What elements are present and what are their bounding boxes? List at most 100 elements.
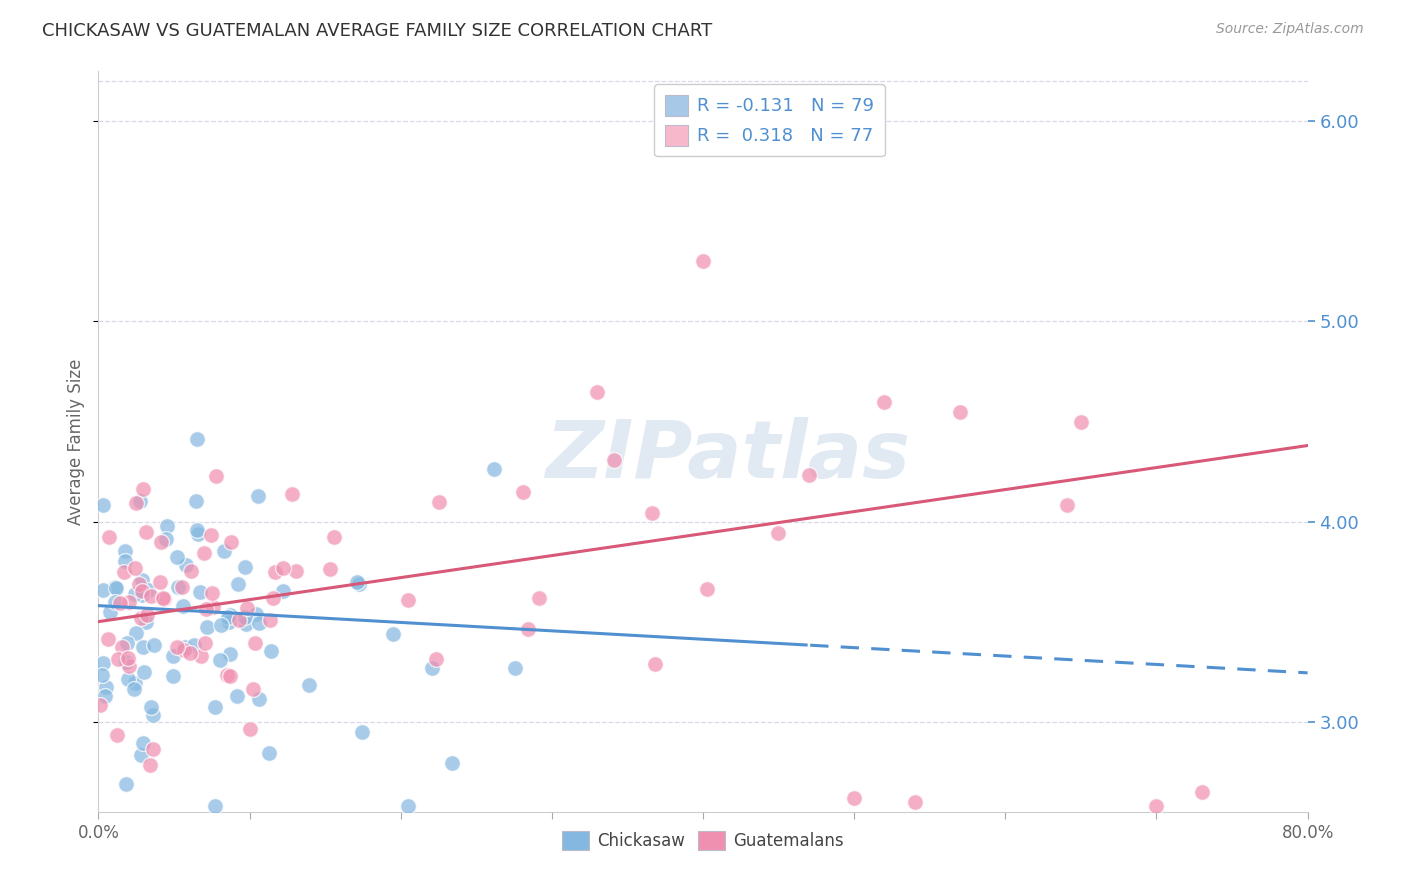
Point: [131, 583, 153, 598]
Point: [188, 585, 211, 599]
Point: [124, 587, 146, 601]
Point: [219, 607, 242, 622]
Point: [179, 646, 201, 660]
Point: [194, 636, 217, 650]
Point: [105, 728, 128, 742]
Point: [166, 640, 188, 654]
Point: [527, 591, 550, 605]
Point: [233, 610, 256, 624]
Point: [129, 494, 152, 508]
Point: [219, 668, 242, 682]
Point: [162, 648, 184, 663]
Point: [257, 746, 280, 760]
Point: [183, 638, 205, 652]
Point: [219, 647, 242, 661]
Point: [221, 535, 243, 549]
Point: [142, 638, 165, 652]
Point: [381, 627, 404, 641]
Point: [323, 530, 346, 544]
Point: [135, 615, 157, 629]
Point: [149, 575, 172, 590]
Point: [152, 591, 174, 605]
Point: [174, 640, 197, 655]
Point: [97, 632, 120, 646]
Point: [139, 700, 162, 714]
Point: [117, 672, 139, 686]
Point: [799, 468, 821, 483]
Point: [427, 495, 450, 509]
Point: [347, 577, 370, 591]
Point: [264, 565, 287, 579]
Point: [201, 586, 224, 600]
Point: [117, 651, 139, 665]
Point: [235, 617, 257, 632]
Point: [107, 652, 129, 666]
Point: [180, 564, 202, 578]
Point: [245, 636, 267, 650]
Point: [441, 756, 464, 771]
Point: [195, 620, 218, 634]
Point: [186, 523, 208, 537]
Point: [174, 558, 197, 572]
Point: [172, 599, 194, 613]
Point: [156, 518, 179, 533]
Point: [692, 254, 714, 268]
Point: [696, 582, 718, 596]
Point: [104, 595, 127, 609]
Point: [644, 657, 666, 671]
Point: [187, 527, 209, 541]
Point: [167, 580, 190, 594]
Point: [111, 640, 134, 654]
Point: [125, 626, 148, 640]
Point: [142, 707, 165, 722]
Point: [844, 790, 866, 805]
Point: [89, 698, 111, 712]
Point: [904, 795, 927, 809]
Point: [184, 493, 207, 508]
Point: [108, 596, 131, 610]
Point: [396, 592, 419, 607]
Point: [1144, 798, 1167, 813]
Point: [91, 498, 114, 512]
Point: [124, 561, 146, 575]
Point: [512, 484, 534, 499]
Point: [118, 659, 141, 673]
Point: [131, 573, 153, 587]
Point: [190, 649, 212, 664]
Point: [242, 681, 264, 696]
Point: [352, 725, 374, 739]
Point: [226, 577, 249, 591]
Point: [228, 613, 250, 627]
Point: [136, 582, 159, 597]
Point: [420, 661, 443, 675]
Point: [225, 689, 247, 703]
Point: [142, 741, 165, 756]
Point: [114, 553, 136, 567]
Text: ZIPatlas: ZIPatlas: [544, 417, 910, 495]
Point: [505, 660, 527, 674]
Point: [396, 798, 419, 813]
Point: [131, 588, 153, 602]
Point: [166, 549, 188, 564]
Point: [239, 723, 262, 737]
Point: [115, 777, 138, 791]
Point: [195, 602, 218, 616]
Point: [132, 640, 155, 655]
Point: [873, 394, 896, 409]
Point: [319, 562, 342, 576]
Point: [128, 576, 150, 591]
Point: [129, 611, 152, 625]
Point: [139, 589, 162, 603]
Point: [209, 617, 232, 632]
Point: [346, 575, 368, 590]
Point: [162, 669, 184, 683]
Point: [129, 748, 152, 763]
Point: [200, 528, 222, 542]
Point: [245, 607, 267, 621]
Point: [125, 496, 148, 510]
Point: [131, 483, 153, 497]
Point: [1070, 415, 1092, 429]
Point: [193, 546, 215, 560]
Point: [247, 692, 270, 706]
Point: [247, 489, 270, 503]
